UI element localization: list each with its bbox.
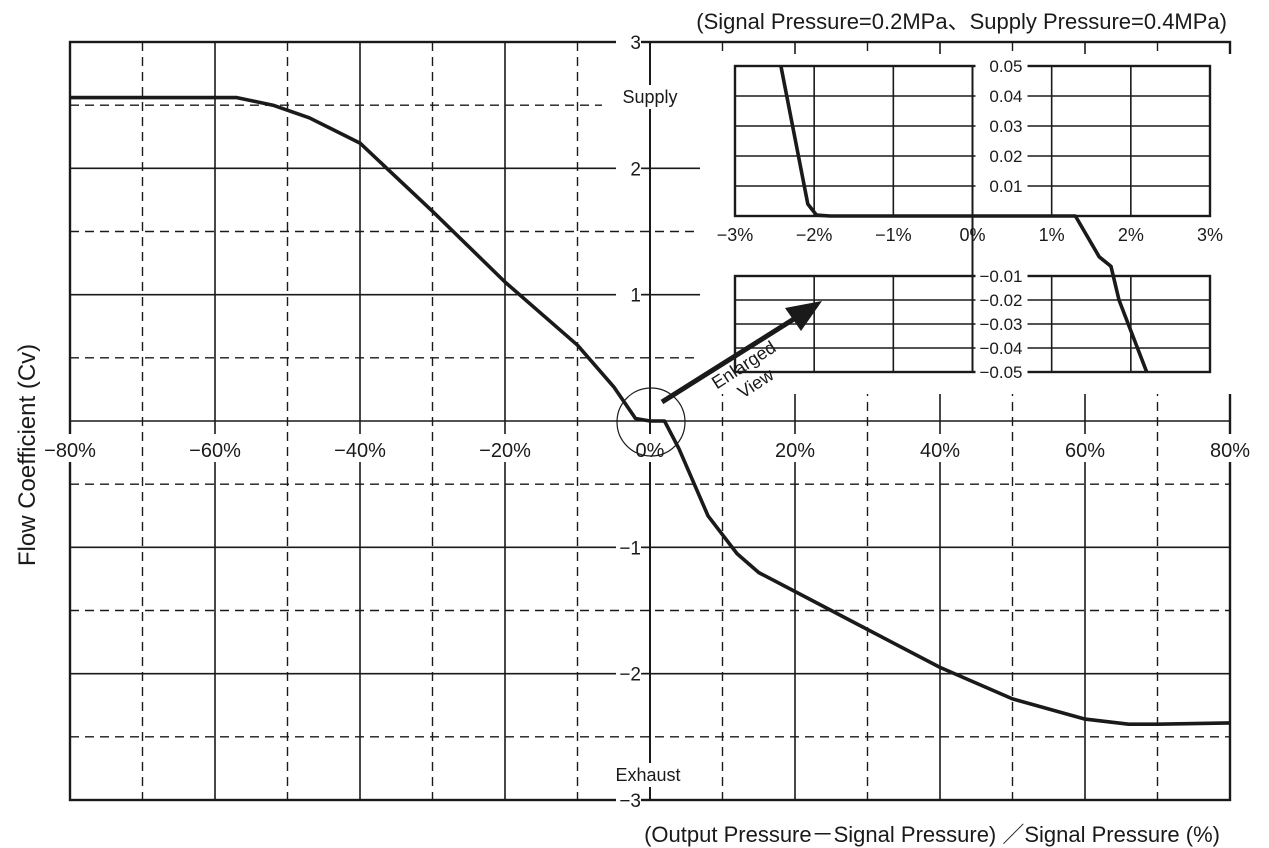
inset-y-tick-label: −0.05 (979, 363, 1022, 382)
y-tick-label: 2 (630, 159, 641, 180)
supply-region-label: Supply (622, 87, 677, 107)
x-tick-label: −80% (44, 440, 96, 462)
inset-y-tick-label: −0.04 (979, 339, 1022, 358)
x-tick-label: −60% (189, 440, 241, 462)
x-tick-label: −20% (479, 440, 531, 462)
x-tick-label-bg (181, 434, 249, 462)
x-tick-label-bg (36, 434, 104, 462)
inset-y-tick-label-bg (975, 362, 1028, 382)
x-tick-label-bg (761, 434, 829, 462)
x-tick-label: 60% (1065, 440, 1105, 462)
enlarged-view-arrow (660, 301, 822, 405)
x-tick-label-bg (471, 434, 539, 462)
exhaust-label-bg (603, 763, 693, 787)
y-tick-label: −1 (619, 538, 641, 559)
inset-y-tick-label-bg (975, 176, 1028, 196)
x-tick-label: 0% (636, 440, 665, 462)
inset-y-tick-label-bg (975, 86, 1028, 106)
inset-background (700, 54, 1269, 394)
inset-y-tick-label-bg (975, 338, 1028, 358)
x-tick-label: −40% (334, 440, 386, 462)
y-tick-label-bg (616, 283, 641, 306)
x-tick-label-bg (1051, 434, 1119, 462)
y-tick-label: 3 (630, 33, 641, 54)
inset-y-tick-label: 0.04 (989, 87, 1022, 106)
y-tick-label: −2 (619, 665, 641, 686)
inset-y-tick-label: −0.01 (979, 267, 1022, 286)
inset-x-tick-label: −1% (875, 225, 912, 245)
y-tick-label: −3 (619, 791, 641, 812)
flow-curve (70, 95, 1231, 727)
enlarged-view-inset: −3% −2% −1% 0% 1% 2% 3% 0.05 0.04 0.03 0.02 0.01 −0.… (700, 54, 1269, 394)
inset-y-tick-label-bg (975, 266, 1028, 286)
x-tick-label-bg (326, 434, 394, 462)
inset-x-tick-label: −3% (717, 225, 754, 245)
inset-x-tick-label: 0% (959, 225, 985, 245)
y-tick-label-bg (616, 536, 641, 559)
y-tick-label-bg (616, 789, 641, 811)
inset-x-tick-label: 3% (1197, 225, 1223, 245)
y-axis-label: Flow Coefficient (Cv) (14, 344, 41, 566)
x-tick-label: 20% (775, 440, 815, 462)
inset-y-tick-label-bg (975, 56, 1028, 76)
zero-region-circle (616, 387, 686, 457)
inset-y-tick-label: 0.03 (989, 117, 1022, 136)
inset-y-tick-label: −0.02 (979, 291, 1022, 310)
inset-x-tick-label: −2% (796, 225, 833, 245)
inset-y-tick-label-bg (975, 290, 1028, 310)
inset-flow-curve (779, 65, 1149, 373)
y-tick-label-bg (616, 662, 641, 685)
y-tick-label: 1 (630, 286, 641, 307)
x-tick-label-bg (1196, 434, 1264, 462)
inset-y-tick-label: 0.02 (989, 147, 1022, 166)
supply-label-bg (602, 85, 698, 109)
x-tick-label: 80% (1210, 440, 1250, 462)
y-tick-label-bg (616, 157, 641, 180)
inset-y-tick-label: 0.05 (989, 57, 1022, 76)
inset-y-tick-label: 0.01 (989, 177, 1022, 196)
inset-x-tick-label: 2% (1118, 225, 1144, 245)
inset-y-tick-label-bg (975, 146, 1028, 166)
inset-y-tick-label-bg (975, 116, 1028, 136)
inset-y-tick-label-bg (975, 314, 1028, 334)
inset-y-tick-label: −0.03 (979, 315, 1022, 334)
main-curve-layer (70, 95, 1231, 727)
chart-title: (Signal Pressure=0.2MPa、Supply Pressure=… (696, 9, 1227, 34)
exhaust-region-label: Exhaust (615, 765, 680, 785)
y-tick-label-bg (616, 31, 641, 53)
x-axis-label: (Output Pressure－Signal Pressure) ／Signa… (644, 822, 1220, 847)
main-tick-labels: −80% −60% −40% −20% 0% 20% 40% 60% 80% −3 −2 −1 1 2 3 (36, 31, 1264, 812)
x-tick-label: 40% (920, 440, 960, 462)
inset-x-tick-label: 1% (1039, 225, 1065, 245)
x-tick-label-bg (906, 434, 974, 462)
